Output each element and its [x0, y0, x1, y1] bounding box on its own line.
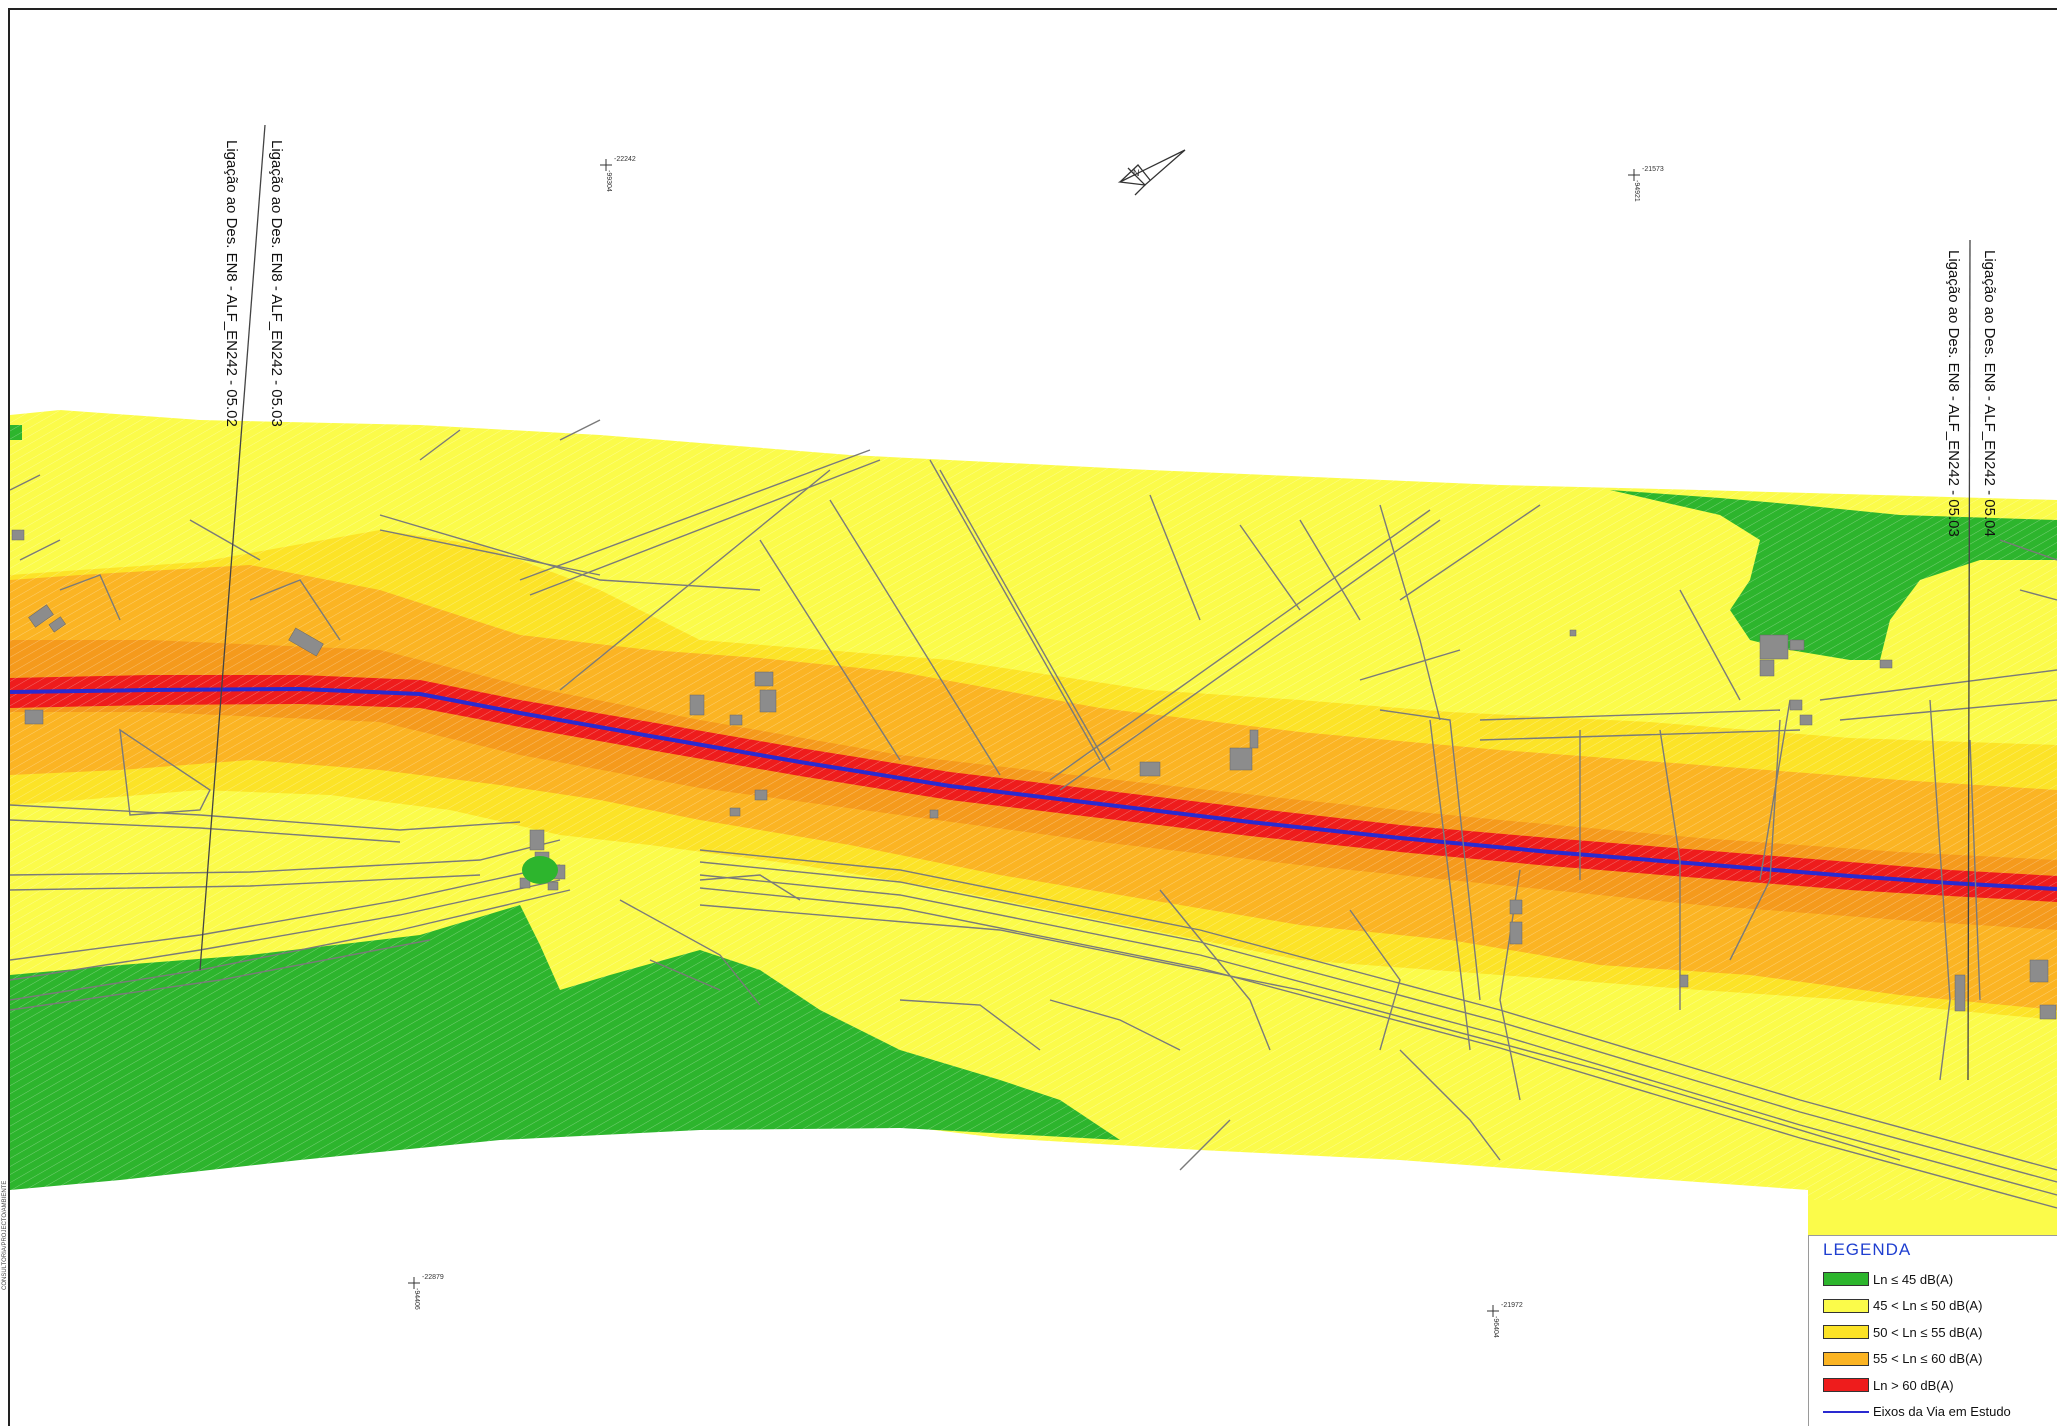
grid-mark-h: -21573: [1642, 166, 1664, 173]
sheet-label-right-bottom: Ligação ao Des. EN8 - ALF_EN242 - 05.03: [1945, 250, 1962, 537]
side-stamp: CONSULTORIA/PROJECTO/AMBIENTE: [2, 1180, 8, 1290]
legend-swatch: [1823, 1351, 1869, 1366]
map-frame: [8, 8, 2057, 1426]
legend-label: Ln > 60 dB(A): [1873, 1377, 1954, 1393]
grid-mark-h: -21972: [1501, 1302, 1523, 1309]
base-linework: [10, 419, 2057, 1209]
road-axis: [10, 686, 2057, 891]
green-patch: [522, 856, 558, 884]
legend: LEGENDA Ln ≤ 45 dB(A) 45 < Ln ≤ 50 dB(A)…: [1808, 1235, 2057, 1426]
legend-label: 45 < Ln ≤ 50 dB(A): [1873, 1298, 1983, 1314]
sheet-label-left-bottom: Ligação ao Des. EN8 - ALF_EN242 - 05.02: [223, 140, 240, 427]
legend-label: Ln ≤ 45 dB(A): [1873, 1271, 1954, 1287]
legend-label: Eixos da Via em Estudo: [1873, 1404, 2011, 1420]
grid-mark-v: -96404: [1492, 1316, 1499, 1338]
legend-label: 55 < Ln ≤ 60 dB(A): [1873, 1351, 1983, 1367]
grid-crosses: [408, 159, 1640, 1317]
north-arrow: [1117, 149, 1186, 196]
legend-label: 50 < Ln ≤ 55 dB(A): [1873, 1324, 1983, 1340]
grid-mark-h: -22242: [614, 156, 636, 163]
grid-mark-v: -94406: [413, 1288, 420, 1310]
grid-mark-v: -94921: [1633, 180, 1640, 202]
legend-swatch: [1823, 1378, 1869, 1393]
legend-item-le45: Ln ≤ 45 dB(A): [1823, 1266, 2057, 1293]
legend-item-50-55: 50 < Ln ≤ 55 dB(A): [1823, 1319, 2057, 1346]
legend-swatch: [1823, 1272, 1869, 1287]
sheet-boundaries: [199, 124, 1971, 1081]
legend-item-45-50: 45 < Ln ≤ 50 dB(A): [1823, 1293, 2057, 1320]
grid-mark-h: -22879: [422, 1274, 444, 1281]
sheet-label-right-top: Ligação ao Des. EN8 - ALF_EN242 - 05.04: [1981, 250, 1998, 537]
legend-item-55-60: 55 < Ln ≤ 60 dB(A): [1823, 1346, 2057, 1373]
sheet-label-left-top: Ligação ao Des. EN8 - ALF_EN242 - 05.03: [268, 140, 285, 427]
grid-mark-v: -99304: [605, 170, 612, 192]
legend-swatch: [1823, 1298, 1869, 1313]
legend-line-swatch: [1823, 1410, 1869, 1413]
legend-item-axis: Eixos da Via em Estudo: [1823, 1399, 2057, 1426]
legend-item-gt60: Ln > 60 dB(A): [1823, 1372, 2057, 1399]
north-arrow-label: N: [1133, 168, 1140, 178]
legend-swatch: [1823, 1325, 1869, 1340]
legend-title: LEGENDA: [1823, 1240, 1912, 1259]
